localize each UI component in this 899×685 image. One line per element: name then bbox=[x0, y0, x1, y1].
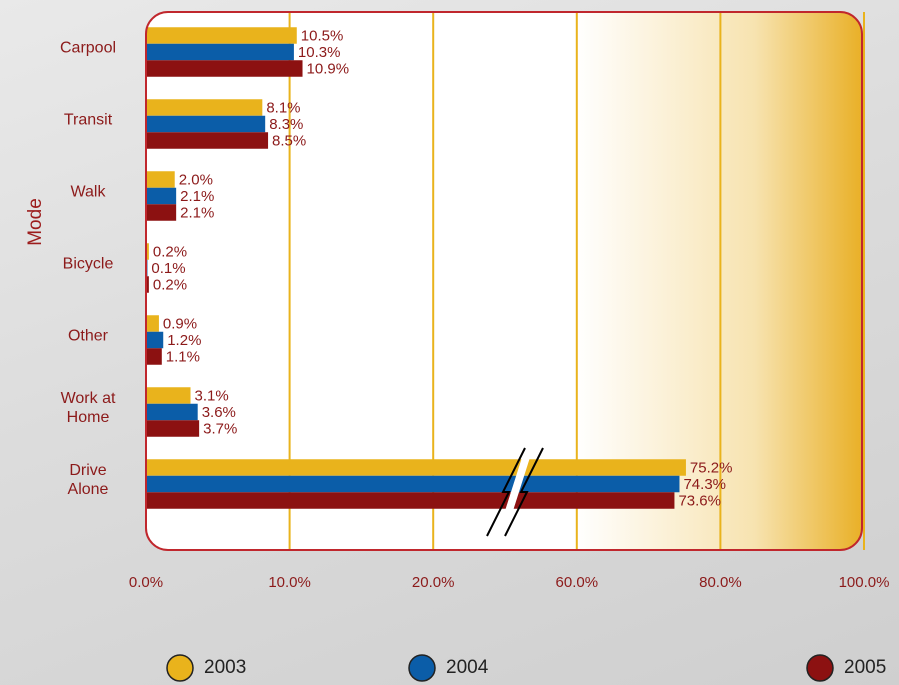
x-tick-label: 10.0% bbox=[268, 574, 311, 591]
y-axis-label: Mode bbox=[25, 198, 46, 246]
bar bbox=[146, 403, 198, 421]
axis-break-line bbox=[486, 447, 526, 537]
legend-label: 2005 bbox=[844, 657, 886, 678]
value-label: 2.0% bbox=[179, 171, 213, 188]
value-label: 10.5% bbox=[301, 27, 344, 44]
bar bbox=[146, 204, 177, 221]
bar bbox=[146, 475, 680, 493]
value-label: 3.1% bbox=[195, 387, 229, 404]
legend-swatch bbox=[806, 654, 834, 682]
bar bbox=[146, 99, 263, 116]
bar bbox=[146, 187, 177, 205]
value-label: 2.1% bbox=[180, 188, 214, 205]
bar bbox=[146, 331, 164, 349]
axis-break-line bbox=[504, 447, 544, 537]
value-label: 74.3% bbox=[683, 476, 726, 493]
value-label: 73.6% bbox=[678, 492, 721, 509]
category-label: Other bbox=[67, 327, 108, 345]
bar bbox=[146, 243, 149, 260]
x-tick-label: 60.0% bbox=[556, 574, 599, 591]
legend-label: 2003 bbox=[204, 657, 246, 678]
legend-label: 2004 bbox=[446, 657, 489, 678]
bar bbox=[146, 459, 686, 476]
bar bbox=[146, 115, 266, 133]
category-label: Work at Home bbox=[60, 390, 116, 426]
bar bbox=[146, 420, 200, 437]
bar bbox=[146, 27, 297, 44]
value-label: 3.6% bbox=[202, 404, 236, 421]
value-label: 1.2% bbox=[167, 332, 201, 349]
value-label: 10.3% bbox=[298, 44, 341, 61]
category-label: Walk bbox=[70, 183, 106, 201]
value-label: 8.1% bbox=[266, 99, 300, 116]
x-tick-label: 100.0% bbox=[839, 574, 890, 591]
plot-area bbox=[146, 12, 862, 550]
legend-swatch bbox=[408, 654, 436, 682]
category-label: Transit bbox=[63, 111, 113, 129]
value-label: 3.7% bbox=[203, 420, 237, 437]
value-label: 2.1% bbox=[180, 204, 214, 221]
bar bbox=[146, 60, 303, 77]
bar bbox=[146, 276, 149, 293]
value-label: 0.9% bbox=[163, 315, 197, 332]
value-label: 75.2% bbox=[690, 459, 733, 476]
plot-border bbox=[145, 11, 863, 551]
value-label: 1.1% bbox=[166, 348, 200, 365]
bar bbox=[146, 348, 162, 365]
bar bbox=[146, 315, 159, 332]
value-label: 0.1% bbox=[151, 260, 185, 277]
value-label: 0.2% bbox=[153, 243, 187, 260]
value-label: 8.3% bbox=[269, 116, 303, 133]
value-label: 0.2% bbox=[153, 276, 187, 293]
category-label: Carpool bbox=[59, 39, 117, 57]
category-label: Bicycle bbox=[62, 255, 114, 273]
x-tick-label: 0.0% bbox=[129, 574, 163, 591]
bar bbox=[146, 43, 294, 61]
bar bbox=[146, 387, 191, 404]
legend-swatch bbox=[166, 654, 194, 682]
axis-break bbox=[497, 448, 533, 536]
value-label: 10.9% bbox=[307, 60, 350, 77]
bar bbox=[146, 171, 175, 188]
x-tick-label: 20.0% bbox=[412, 574, 455, 591]
value-label: 8.5% bbox=[272, 132, 306, 149]
bar bbox=[146, 132, 269, 149]
x-tick-label: 80.0% bbox=[699, 574, 742, 591]
bar bbox=[146, 492, 675, 509]
category-label: Drive Alone bbox=[67, 462, 109, 498]
